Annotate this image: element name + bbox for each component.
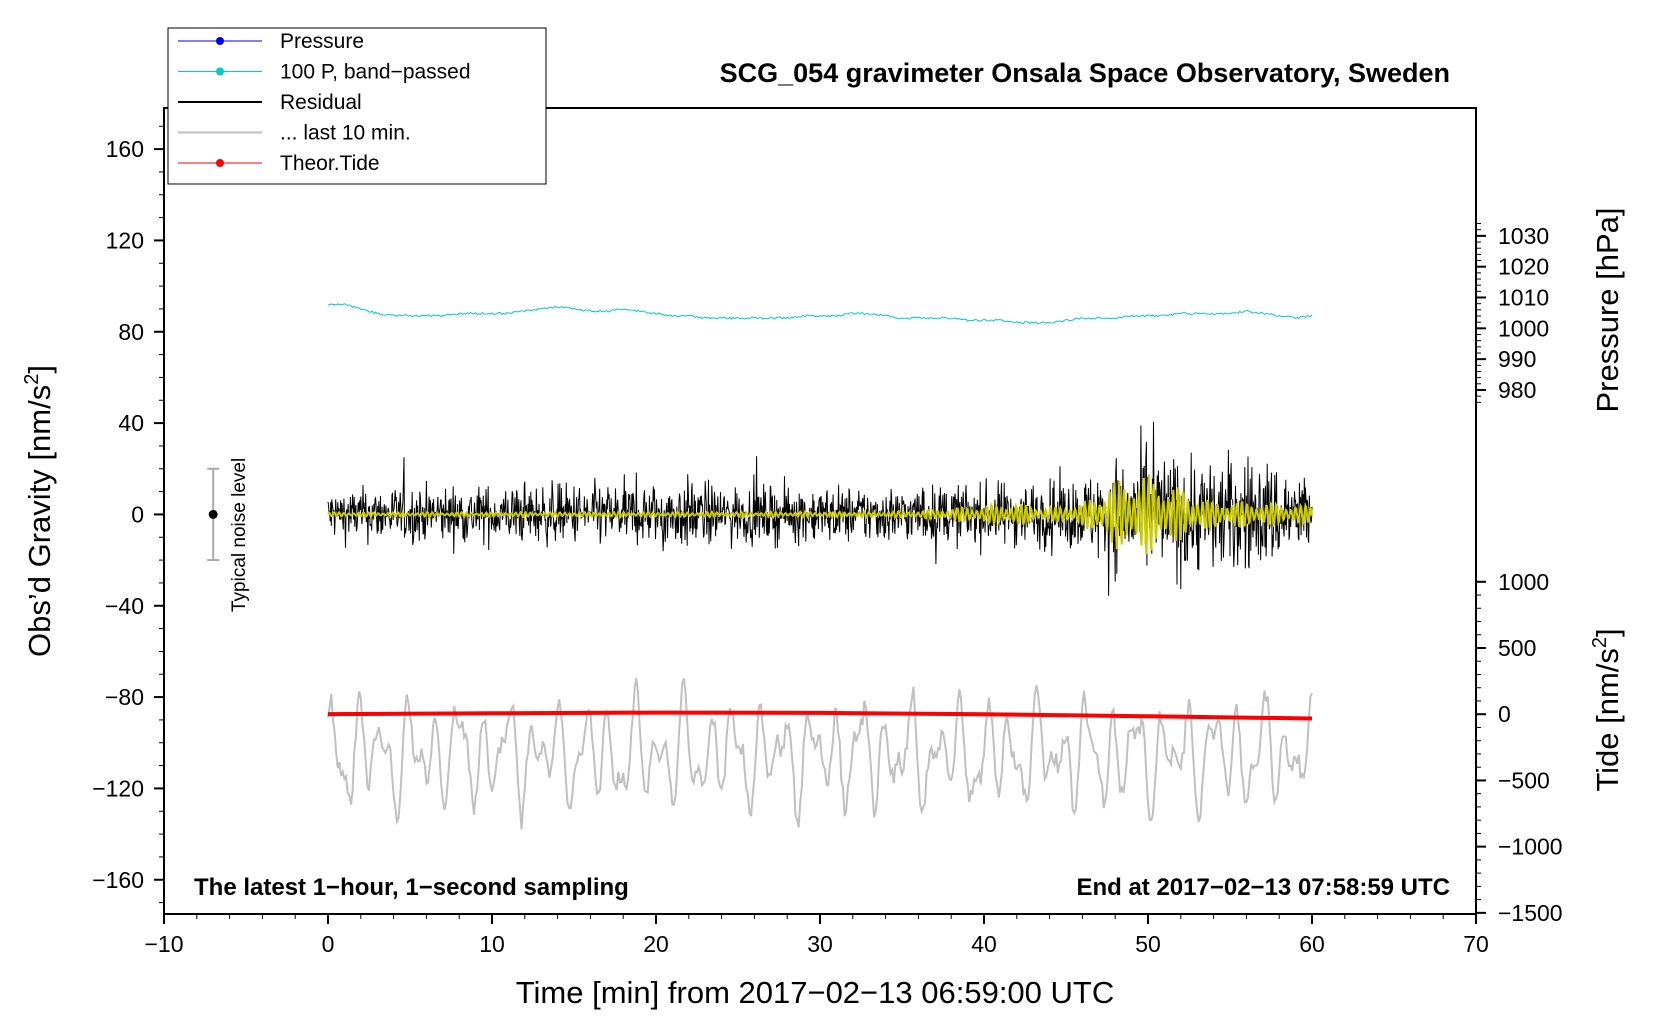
tide-tick-label: −500 bbox=[1498, 767, 1550, 793]
y-axis-title-gravity: Obs’d Gravity [nm/s2] bbox=[21, 365, 57, 657]
x-tick-label: 70 bbox=[1463, 931, 1489, 957]
y-tick-label: 80 bbox=[118, 319, 144, 345]
pressure-tick-label: 1020 bbox=[1498, 254, 1549, 280]
latest-hour-note: The latest 1−hour, 1−second sampling bbox=[194, 874, 629, 901]
legend-label: 100 P, band−passed bbox=[280, 61, 471, 84]
legend-box bbox=[167, 27, 547, 185]
y-axis-tide: 1000 500 0 −500 −1000 −1500 bbox=[1476, 569, 1563, 926]
pressure-tick-label: 1000 bbox=[1498, 315, 1549, 341]
pressure-bandpassed-series bbox=[327, 303, 1313, 325]
legend-label: ... last 10 min. bbox=[280, 122, 411, 145]
tide-tick-label: 0 bbox=[1498, 701, 1511, 727]
tide-tick-label: 500 bbox=[1498, 635, 1536, 661]
y-tick-label: −160 bbox=[92, 867, 144, 893]
x-tick-label: −10 bbox=[144, 931, 183, 957]
end-time-note: End at 2017−02−13 07:58:59 UTC bbox=[1076, 874, 1450, 901]
x-axis-title: Time [min] from 2017−02−13 06:59:00 UTC bbox=[516, 975, 1115, 1010]
pressure-tick-label: 1030 bbox=[1498, 223, 1549, 249]
legend-marker bbox=[216, 159, 224, 167]
legend-label: Theor.Tide bbox=[280, 152, 380, 175]
legend-label: Residual bbox=[280, 91, 362, 114]
y-axis-pressure: 1030 1020 1010 1000 990 980 bbox=[1476, 223, 1549, 403]
legend-marker bbox=[216, 37, 224, 45]
last-10-min-line bbox=[327, 677, 1313, 830]
filtered-residual-line bbox=[327, 474, 1313, 555]
filtered-residual-series bbox=[327, 474, 1313, 555]
legend-items: Pressure 100 P, band−passed Residual ... la… bbox=[178, 30, 471, 175]
x-tick-label: 20 bbox=[643, 931, 669, 957]
noise-level-indicator bbox=[207, 467, 220, 562]
tide-tick-label: −1000 bbox=[1498, 834, 1563, 860]
legend: Pressure 100 P, band−passed Residual ... la… bbox=[167, 27, 547, 185]
y-tick-label: 40 bbox=[118, 410, 144, 436]
y-tick-label: 0 bbox=[131, 501, 144, 527]
theor-tide-series bbox=[327, 710, 1313, 721]
x-tick-label: 50 bbox=[1135, 931, 1161, 957]
tide-tick-label: 1000 bbox=[1498, 569, 1549, 595]
y-tick-label: 120 bbox=[106, 227, 144, 253]
pressure-tick-label: 980 bbox=[1498, 377, 1536, 403]
y-axis-title-tide: Tide [nm/s2] bbox=[1589, 628, 1625, 791]
y-tick-label: −80 bbox=[105, 684, 144, 710]
noise-level-label: Typical noise level bbox=[229, 458, 250, 612]
last-10-min-series bbox=[327, 677, 1313, 830]
y-tick-label: 160 bbox=[106, 136, 144, 162]
y-tick-label: −120 bbox=[92, 775, 144, 801]
noise-bar-dot bbox=[208, 509, 218, 519]
x-tick-label: 10 bbox=[479, 931, 505, 957]
tide-tick-label: −1500 bbox=[1498, 900, 1563, 926]
chart-title: SCG_054 gravimeter Onsala Space Observat… bbox=[720, 58, 1450, 88]
x-tick-label: 30 bbox=[807, 931, 833, 957]
y-tick-label: −40 bbox=[105, 593, 144, 619]
pressure-tick-label: 1010 bbox=[1498, 285, 1549, 311]
y-axis-title-pressure: Pressure [hPa] bbox=[1590, 207, 1625, 412]
x-tick-label: 60 bbox=[1299, 931, 1325, 957]
legend-label: Pressure bbox=[280, 30, 364, 53]
x-tick-label: 0 bbox=[322, 931, 335, 957]
legend-marker bbox=[216, 67, 224, 76]
x-axis: −10 0 10 20 30 40 50 60 70 bbox=[144, 914, 1489, 957]
x-tick-label: 40 bbox=[971, 931, 997, 957]
pressure-bandpassed-line bbox=[327, 303, 1313, 325]
pressure-tick-label: 990 bbox=[1498, 346, 1536, 372]
theor-tide-line bbox=[327, 710, 1313, 721]
y-axis-gravity: 160 120 80 40 0 −40 −80 −120 −160 bbox=[92, 125, 164, 904]
